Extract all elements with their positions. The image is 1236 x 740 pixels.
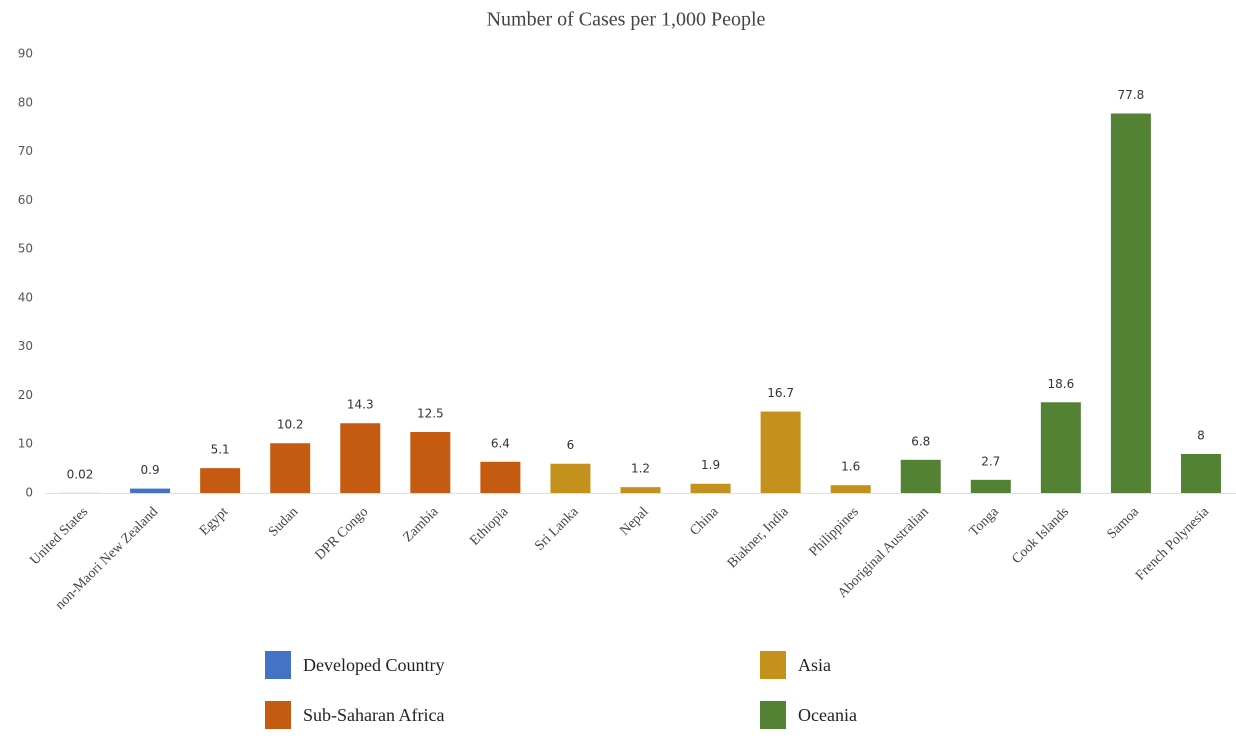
legend-label: Asia xyxy=(798,655,831,675)
x-tick-label: Tonga xyxy=(967,504,1003,540)
value-label: 1.6 xyxy=(841,460,860,474)
legend-label: Sub-Saharan Africa xyxy=(303,705,444,725)
x-tick-label: Nepal xyxy=(617,504,651,538)
y-tick-label: 60 xyxy=(18,193,33,207)
value-label: 16.7 xyxy=(767,386,794,400)
x-tick-label: Egypt xyxy=(197,504,231,538)
value-label: 6.8 xyxy=(911,434,930,448)
bar xyxy=(1040,402,1081,493)
x-tick-label: Zambia xyxy=(401,504,442,545)
y-tick-label: 20 xyxy=(18,388,33,402)
chart-title: Number of Cases per 1,000 People xyxy=(487,9,766,31)
bar xyxy=(830,485,871,493)
bar xyxy=(550,463,591,493)
bar xyxy=(1180,453,1221,493)
value-label: 77.8 xyxy=(1118,88,1145,102)
value-label: 6.4 xyxy=(491,436,510,450)
bar xyxy=(760,411,801,493)
bar xyxy=(620,487,661,493)
x-tick-label: French Polynesia xyxy=(1133,504,1213,584)
legend-swatch xyxy=(760,701,786,729)
value-label: 8 xyxy=(1197,428,1205,442)
value-label: 0.02 xyxy=(67,467,94,481)
bar xyxy=(690,483,731,493)
legend-label: Oceania xyxy=(798,705,857,725)
y-tick-label: 70 xyxy=(18,144,33,158)
bar xyxy=(270,443,311,493)
y-tick-label: 40 xyxy=(18,290,33,304)
legend-swatch xyxy=(760,651,786,679)
x-tick-label: Samoa xyxy=(1104,504,1142,542)
value-label: 2.7 xyxy=(981,454,1000,468)
legend-swatch xyxy=(265,701,291,729)
y-tick-label: 10 xyxy=(18,437,33,451)
y-tick-label: 50 xyxy=(18,242,33,256)
x-tick-label: Sri Lanka xyxy=(532,504,582,554)
value-label: 0.9 xyxy=(141,463,160,477)
bar xyxy=(970,479,1011,493)
y-tick-label: 0 xyxy=(25,486,33,500)
x-tick-label: DPR Congo xyxy=(313,504,372,563)
x-tick-label: Biakner, India xyxy=(725,504,792,571)
value-label: 5.1 xyxy=(211,443,230,457)
y-tick-label: 30 xyxy=(18,339,33,353)
bar xyxy=(410,432,451,493)
x-tick-label: China xyxy=(687,504,722,539)
x-tick-label: Ethiopia xyxy=(467,504,512,549)
value-label: 10.2 xyxy=(277,418,304,432)
bar xyxy=(200,468,241,493)
bar xyxy=(900,459,941,493)
x-tick-label: Cook Islands xyxy=(1009,504,1072,567)
value-label: 14.3 xyxy=(347,398,374,412)
bar xyxy=(1110,113,1151,494)
y-tick-label: 80 xyxy=(18,95,33,109)
value-label: 12.5 xyxy=(417,407,444,421)
legend-label: Developed Country xyxy=(303,655,444,675)
value-label: 1.9 xyxy=(701,458,720,472)
x-tick-label: Philippines xyxy=(807,504,862,559)
bar xyxy=(130,488,171,493)
value-label: 1.2 xyxy=(631,462,650,476)
value-label: 18.6 xyxy=(1047,377,1074,391)
value-label: 6 xyxy=(567,438,575,452)
legend-swatch xyxy=(265,651,291,679)
y-tick-label: 90 xyxy=(18,47,33,61)
bar xyxy=(480,461,521,493)
x-tick-label: United States xyxy=(27,504,91,568)
x-tick-label: Sudan xyxy=(266,504,301,539)
bar xyxy=(340,423,381,493)
